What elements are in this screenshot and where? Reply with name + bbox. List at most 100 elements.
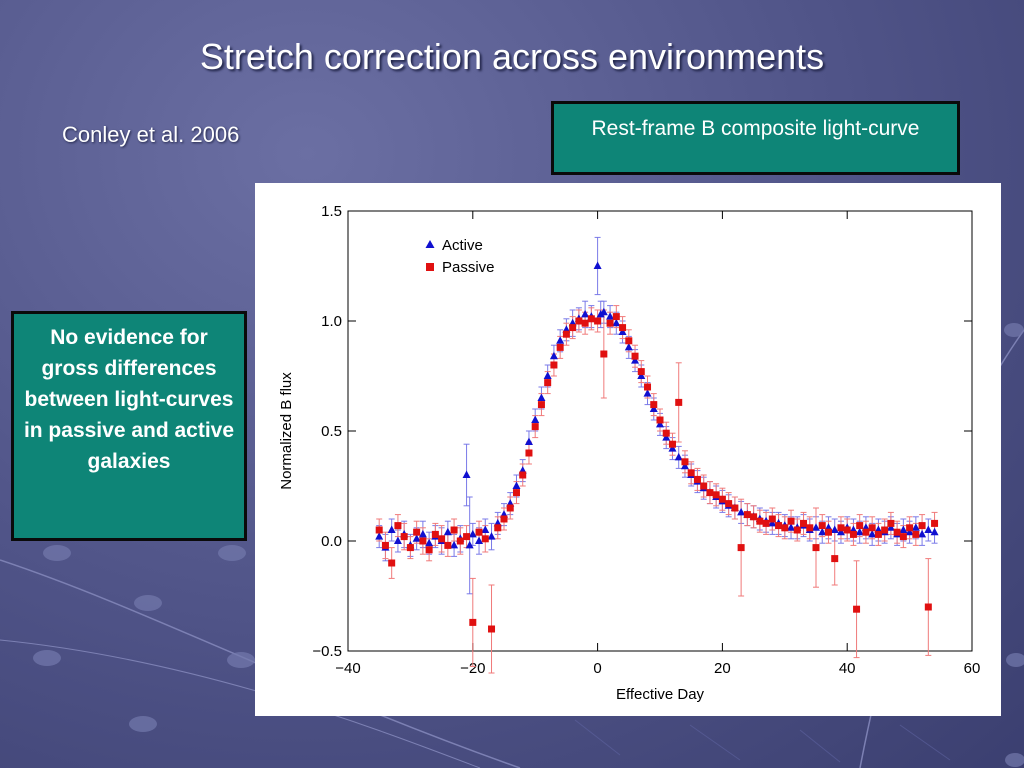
- plot-panel: −40 −20 0 20 40 60 −0.5 0.0 0.5 1.0 1.5 Active Pass…: [255, 183, 1001, 716]
- passive-point: [637, 368, 645, 376]
- passive-point: [824, 528, 832, 536]
- passive-point: [775, 522, 783, 530]
- passive-point: [381, 541, 389, 549]
- passive-point: [456, 537, 464, 545]
- y-tick-label: 1.5: [321, 203, 342, 220]
- passive-point: [874, 530, 882, 538]
- active-point: [531, 415, 540, 423]
- passive-point: [644, 383, 652, 391]
- active-point: [905, 527, 914, 536]
- passive-point: [706, 489, 714, 497]
- passive-point: [793, 526, 801, 534]
- passive-point: [406, 544, 414, 552]
- active-point: [462, 470, 471, 478]
- passive-point: [893, 528, 901, 536]
- active-point: [911, 523, 920, 531]
- active-point: [425, 538, 434, 547]
- passive-point: [906, 524, 914, 532]
- passive-point: [931, 519, 939, 527]
- active-point: [387, 525, 396, 533]
- passive-point: [469, 618, 477, 626]
- passive-point: [843, 526, 851, 534]
- passive-point: [594, 317, 602, 325]
- legend-active-marker: [425, 240, 435, 248]
- x-tick-label: −20: [460, 660, 485, 677]
- active-point: [924, 525, 933, 533]
- active-point: [524, 437, 533, 445]
- x-tick-label: 60: [964, 660, 981, 677]
- active-point: [855, 527, 864, 536]
- passive-point: [862, 528, 870, 536]
- passive-point: [419, 537, 427, 545]
- active-point: [649, 404, 658, 412]
- passive-point: [556, 343, 564, 351]
- x-tick-label: 20: [714, 660, 731, 677]
- passive-point: [512, 489, 520, 497]
- passive-point: [856, 522, 864, 530]
- passive-point: [924, 603, 932, 611]
- active-point: [606, 312, 615, 320]
- passive-point: [581, 319, 589, 327]
- active-point: [468, 529, 477, 538]
- passive-point: [887, 519, 895, 527]
- passive-point: [400, 533, 408, 541]
- passive-point: [475, 528, 483, 536]
- x-tick-label: 40: [839, 660, 856, 677]
- active-point: [481, 525, 490, 533]
- passive-point: [831, 555, 839, 563]
- passive-point: [725, 500, 733, 508]
- y-tick-label: −0.5: [312, 643, 342, 660]
- passive-point: [531, 423, 539, 431]
- passive-point: [756, 517, 764, 525]
- passive-point: [375, 526, 383, 534]
- active-point: [818, 527, 827, 536]
- passive-point: [768, 515, 776, 523]
- legend-passive-marker: [426, 263, 434, 271]
- passive-point: [587, 315, 595, 323]
- passive-point: [388, 559, 396, 567]
- passive-point: [806, 524, 814, 532]
- active-point: [787, 523, 796, 531]
- passive-point: [525, 449, 533, 457]
- passive-point: [500, 515, 508, 523]
- passive-point: [750, 513, 758, 521]
- passive-point: [800, 519, 808, 527]
- active-point: [581, 309, 590, 318]
- passive-point: [619, 324, 627, 332]
- y-tick-label: 0.5: [321, 423, 342, 440]
- active-point: [668, 444, 677, 452]
- passive-point: [494, 524, 502, 532]
- x-axis-label: Effective Day: [616, 686, 705, 703]
- active-point: [768, 518, 777, 527]
- active-point: [918, 529, 927, 538]
- y-tick-label: 1.0: [321, 313, 342, 330]
- passive-point: [562, 330, 570, 338]
- passive-point: [781, 524, 789, 532]
- passive-point: [662, 429, 670, 437]
- passive-point: [868, 524, 876, 532]
- passive-point: [899, 533, 907, 541]
- passive-point: [650, 401, 658, 409]
- passive-point: [743, 511, 751, 519]
- active-point: [612, 318, 621, 327]
- active-point: [593, 261, 602, 269]
- caption-box: Rest-frame B composite light-curve: [551, 101, 960, 175]
- active-point: [662, 433, 671, 441]
- active-point: [624, 342, 633, 351]
- passive-point: [413, 528, 421, 536]
- passive-point: [606, 319, 614, 327]
- passive-point: [438, 535, 446, 543]
- active-point: [836, 527, 845, 536]
- slide-title: Stretch correction across environments: [199, 36, 825, 77]
- y-axis-label: Normalized B flux: [278, 372, 295, 490]
- passive-point: [762, 519, 770, 527]
- active-point: [599, 307, 608, 316]
- active-point: [812, 523, 820, 531]
- active-point: [393, 536, 402, 544]
- passive-point: [700, 482, 708, 490]
- passive-point: [812, 544, 820, 552]
- note-box: No evidence for gross differences betwee…: [11, 311, 247, 541]
- passive-point: [668, 440, 676, 448]
- passive-point: [849, 530, 857, 538]
- passive-point: [544, 379, 552, 387]
